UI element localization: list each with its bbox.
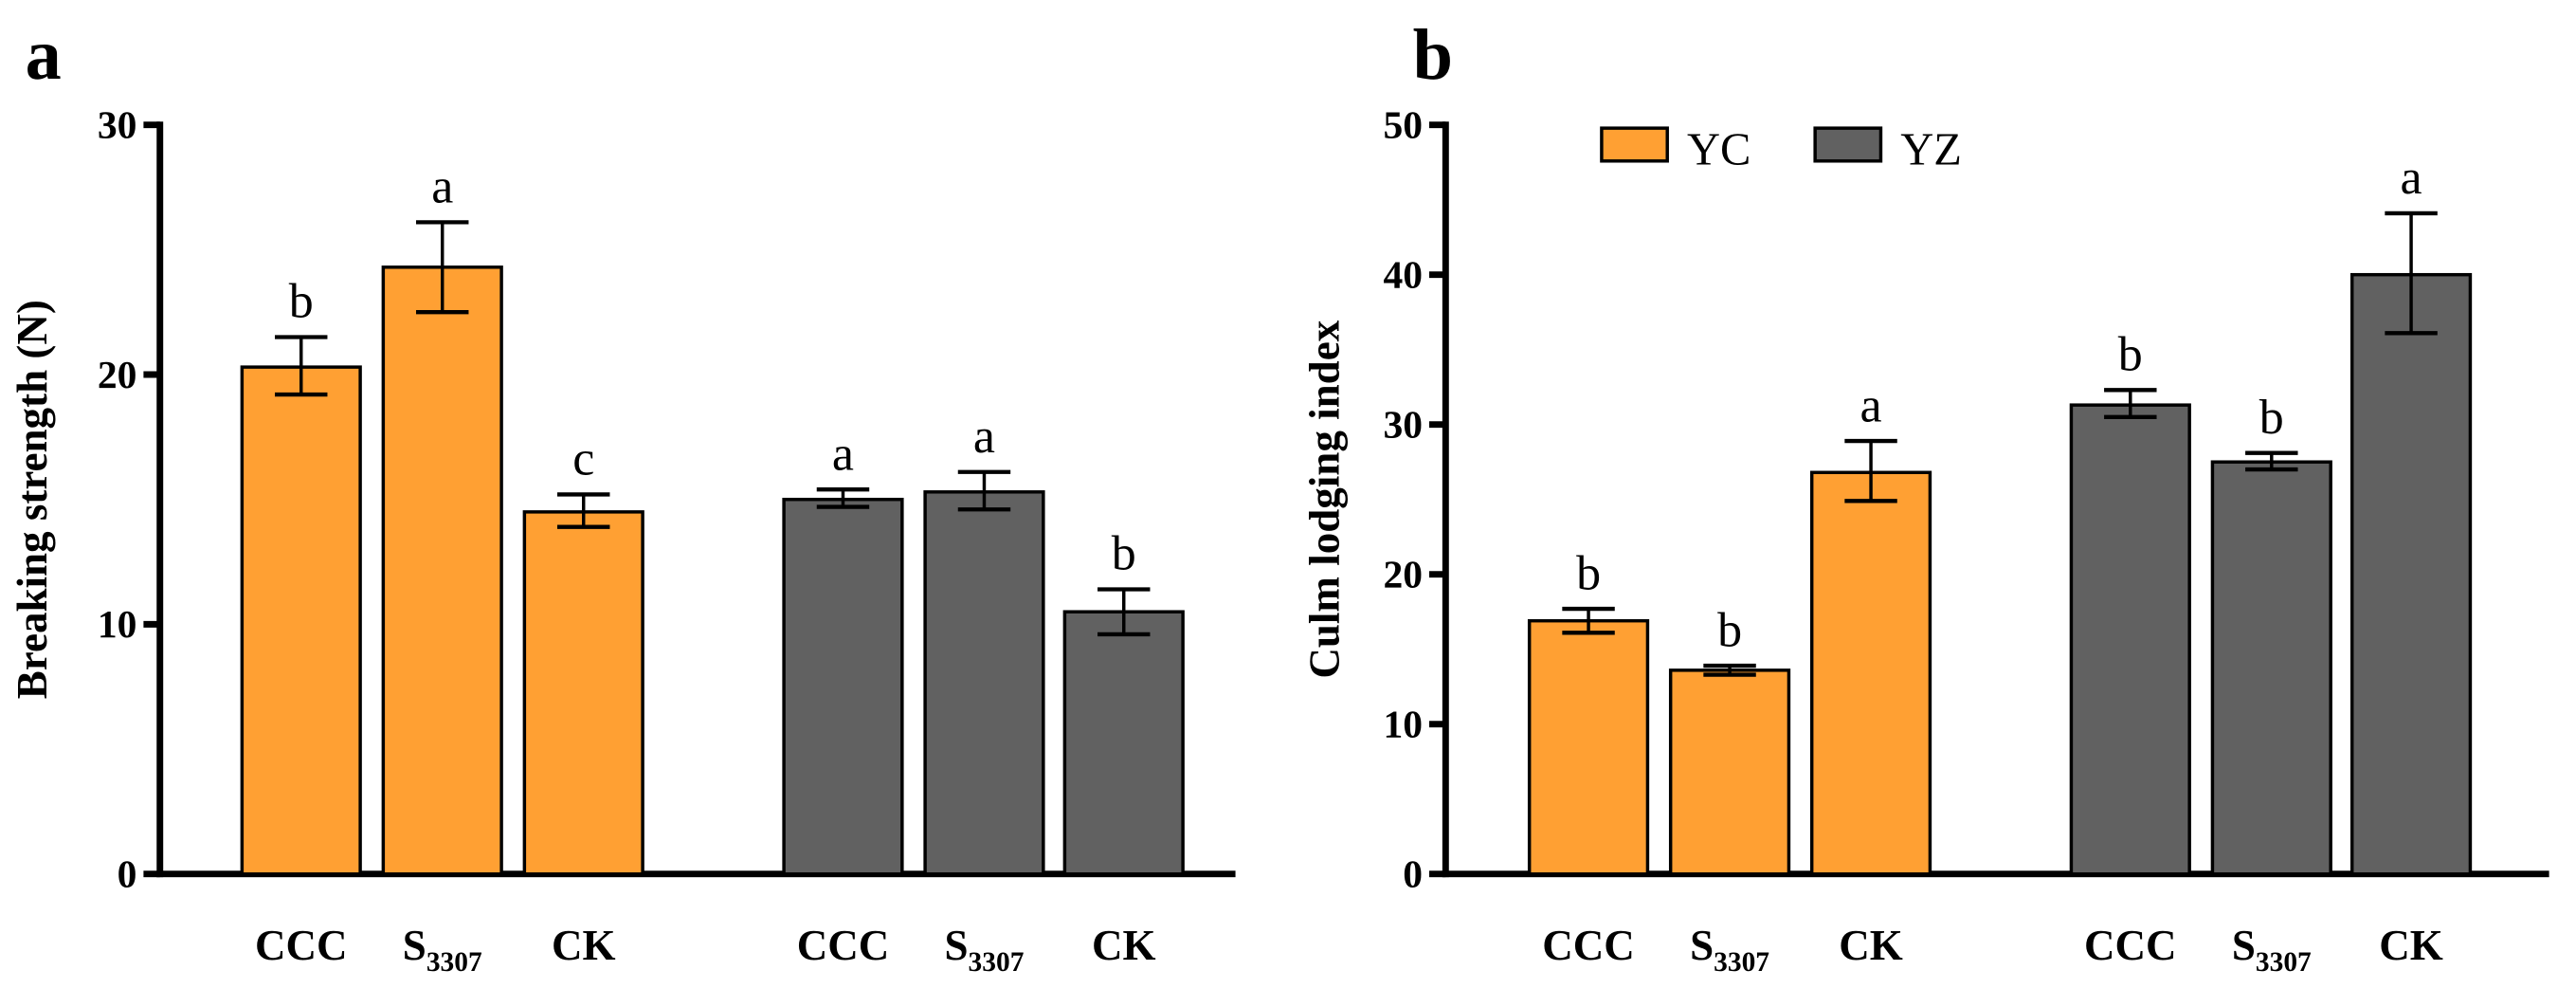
legend-swatch-yc	[1600, 126, 1669, 163]
x-tick-label: CCC	[255, 922, 348, 969]
y-tick-label: 20	[98, 353, 137, 396]
x-tick-subscript: 3307	[2256, 947, 2312, 978]
x-tick-label: CK	[1839, 922, 1903, 969]
significance-letter: b	[2118, 328, 2143, 382]
bar-ck-yc	[1809, 470, 1932, 876]
x-tick-main: S	[403, 922, 426, 969]
bar-s3307-series-2	[923, 490, 1045, 876]
x-tick-label: S3307	[403, 922, 482, 978]
bar-ccc-series-1	[240, 365, 362, 876]
bar-ccc-series-2	[782, 497, 904, 876]
bar-s3307-yc	[1668, 668, 1791, 876]
bar-ck-series-2	[1062, 610, 1185, 876]
x-tick-label: CCC	[797, 922, 890, 969]
significance-letter: a	[1860, 378, 1882, 432]
y-tick-label: 20	[1383, 553, 1423, 596]
panel-label: a	[26, 15, 62, 95]
legend: YC YZ	[1600, 124, 1962, 174]
bar-ccc-yc	[1527, 618, 1650, 876]
y-tick-label: 40	[1383, 253, 1423, 297]
panel-label: b	[1413, 15, 1453, 95]
x-tick-subscript: 3307	[1714, 947, 1769, 978]
legend-label-yz: YZ	[1900, 124, 1962, 174]
x-tick-label: S3307	[1690, 922, 1769, 978]
x-tick-main: S	[945, 922, 969, 969]
y-axis-label: Breaking strength (N)	[9, 300, 56, 699]
significance-letter: c	[572, 432, 594, 486]
y-tick-label: 50	[1383, 103, 1423, 147]
bar-ck-yz	[2349, 272, 2473, 876]
x-tick-subscript: 3307	[969, 947, 1025, 978]
x-tick-main: S	[2232, 922, 2256, 969]
significance-letter: a	[832, 427, 854, 481]
y-tick-label: 10	[98, 602, 137, 646]
x-tick-label: S3307	[945, 922, 1025, 978]
x-tick-label: CCC	[1542, 922, 1635, 969]
significance-letter: b	[289, 275, 314, 329]
x-tick-label: CK	[1092, 922, 1156, 969]
y-tick-label: 0	[1403, 852, 1423, 896]
x-tick-subscript: 3307	[426, 947, 482, 978]
significance-letter: a	[431, 160, 453, 214]
y-axis-label: Culm lodging index	[1301, 320, 1349, 678]
significance-letter: b	[2259, 391, 2284, 445]
bar-ck-series-1	[522, 510, 644, 876]
significance-letter: b	[1112, 527, 1136, 581]
x-tick-label: CK	[2379, 922, 2443, 969]
significance-letter: b	[1576, 546, 1601, 600]
x-tick-label: S3307	[2232, 922, 2312, 978]
significance-letter: a	[2401, 151, 2422, 205]
y-tick-label: 10	[1383, 703, 1423, 746]
y-tick-label: 0	[118, 852, 137, 896]
y-tick-label: 30	[98, 103, 137, 147]
bar-ccc-yz	[2069, 403, 2191, 876]
significance-letter: a	[973, 410, 995, 464]
legend-swatch-yz	[1813, 126, 1883, 163]
bar-s3307-series-1	[381, 266, 503, 876]
legend-label-yc: YC	[1687, 124, 1751, 174]
x-tick-label: CCC	[2084, 922, 2177, 969]
bar-s3307-yz	[2210, 460, 2332, 876]
significance-letter: b	[1717, 603, 1742, 657]
x-tick-main: S	[1690, 922, 1714, 969]
y-tick-label: 30	[1383, 403, 1423, 447]
x-tick-label: CK	[552, 922, 616, 969]
